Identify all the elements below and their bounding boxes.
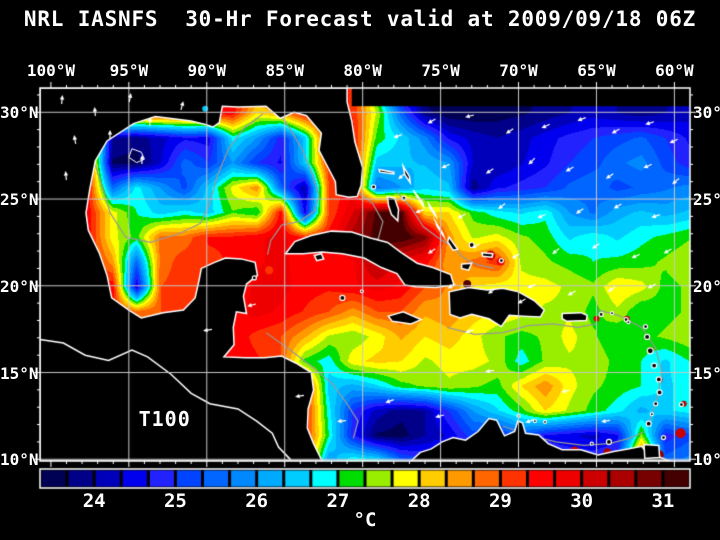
colorbar-unit-label: °C (353, 509, 377, 531)
lat-tick-label-left: 30°N (0, 103, 39, 123)
lat-tick-label-right: 30°N (693, 103, 720, 123)
colorbar-tick-label: 26 (245, 490, 269, 512)
lat-tick-label-right: 10°N (693, 450, 720, 470)
colorbar-tick-label: 27 (326, 490, 350, 512)
colorbar-tick-label: 30 (570, 490, 594, 512)
lon-tick-label: 95°W (109, 61, 149, 80)
lon-tick-label: 75°W (421, 61, 460, 80)
lon-tick-label: 60°W (655, 61, 694, 80)
lat-tick-label-left: 25°N (0, 190, 39, 210)
lon-tick-label: 100°W (26, 61, 75, 80)
colorbar-tick-label: 29 (488, 490, 512, 512)
lat-tick-label-right: 20°N (693, 276, 720, 296)
colorbar-tick-label: 31 (651, 490, 675, 512)
field-variable-label: T100 (138, 407, 191, 432)
colorbar-tick-label: 24 (82, 490, 106, 512)
lon-tick-label: 85°W (265, 61, 304, 80)
lon-tick-label: 90°W (187, 61, 227, 80)
lat-tick-label-right: 25°N (693, 190, 720, 210)
lat-tick-label-left: 15°N (0, 363, 39, 383)
figure-title: NRL IASNFS 30-Hr Forecast valid at 2009/… (23, 7, 697, 31)
colorbar-tick-label: 28 (407, 490, 431, 512)
colorbar-tick-label: 25 (163, 490, 187, 512)
lat-tick-label-left: 20°N (0, 276, 39, 296)
lon-tick-label: 65°W (577, 61, 616, 80)
lon-tick-label: 80°W (343, 61, 382, 80)
lat-tick-label-right: 15°N (693, 363, 720, 383)
lat-tick-label-left: 10°N (0, 450, 39, 470)
lon-tick-label: 70°W (499, 61, 538, 80)
